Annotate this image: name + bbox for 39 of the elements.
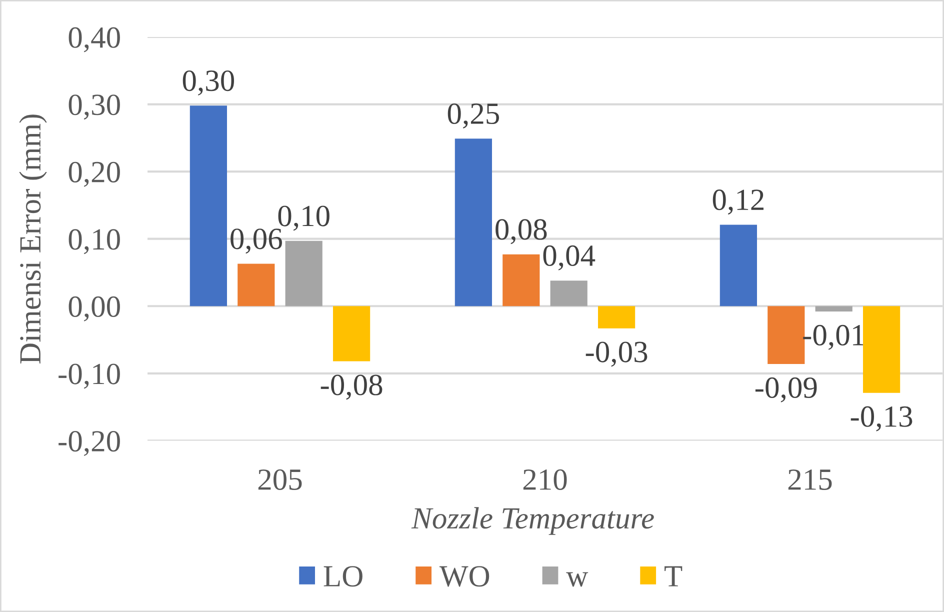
y-tick-label: 0,10 bbox=[68, 229, 120, 254]
y-tick-label: 0,30 bbox=[68, 94, 120, 120]
data-label: 0,30 bbox=[182, 70, 234, 96]
data-label: 0,25 bbox=[448, 103, 499, 128]
y-axis-title: Dimensi Error (mm) bbox=[19, 114, 47, 364]
legend-label: T bbox=[664, 566, 682, 586]
data-label: 0,12 bbox=[712, 190, 764, 215]
data-label: -0,13 bbox=[850, 406, 912, 432]
bar bbox=[720, 224, 757, 306]
bar bbox=[768, 306, 805, 364]
bar bbox=[598, 306, 636, 328]
legend-label: WO bbox=[439, 566, 490, 587]
bar bbox=[190, 106, 227, 306]
bar bbox=[502, 254, 540, 306]
data-label: 0,04 bbox=[543, 245, 596, 270]
x-tick-label: 215 bbox=[788, 469, 832, 490]
data-label: -0,09 bbox=[755, 377, 817, 402]
bar bbox=[550, 280, 588, 306]
y-tick-label: 0,00 bbox=[68, 296, 120, 322]
data-label: 0,10 bbox=[278, 206, 330, 231]
data-label: 0,08 bbox=[496, 219, 547, 244]
y-tick-label: 0,20 bbox=[68, 162, 120, 187]
data-label: 0,06 bbox=[230, 228, 282, 254]
y-tick-label: -0,10 bbox=[58, 364, 120, 389]
x-axis-title: Nozzle Temperature bbox=[411, 507, 654, 535]
legend-label: w bbox=[566, 572, 588, 587]
bar bbox=[333, 306, 370, 362]
bar bbox=[285, 240, 322, 306]
y-tick-label: 0,40 bbox=[68, 27, 120, 52]
data-label: -0,03 bbox=[586, 342, 648, 367]
x-tick-label: 210 bbox=[523, 469, 567, 490]
bar bbox=[454, 138, 492, 306]
legend-label: LO bbox=[324, 566, 362, 587]
bar bbox=[863, 306, 900, 393]
bar bbox=[815, 306, 852, 312]
bar bbox=[238, 264, 275, 306]
data-label: -0,08 bbox=[320, 374, 382, 400]
y-tick-label: -0,20 bbox=[58, 430, 120, 456]
x-tick-label: 205 bbox=[258, 469, 302, 490]
